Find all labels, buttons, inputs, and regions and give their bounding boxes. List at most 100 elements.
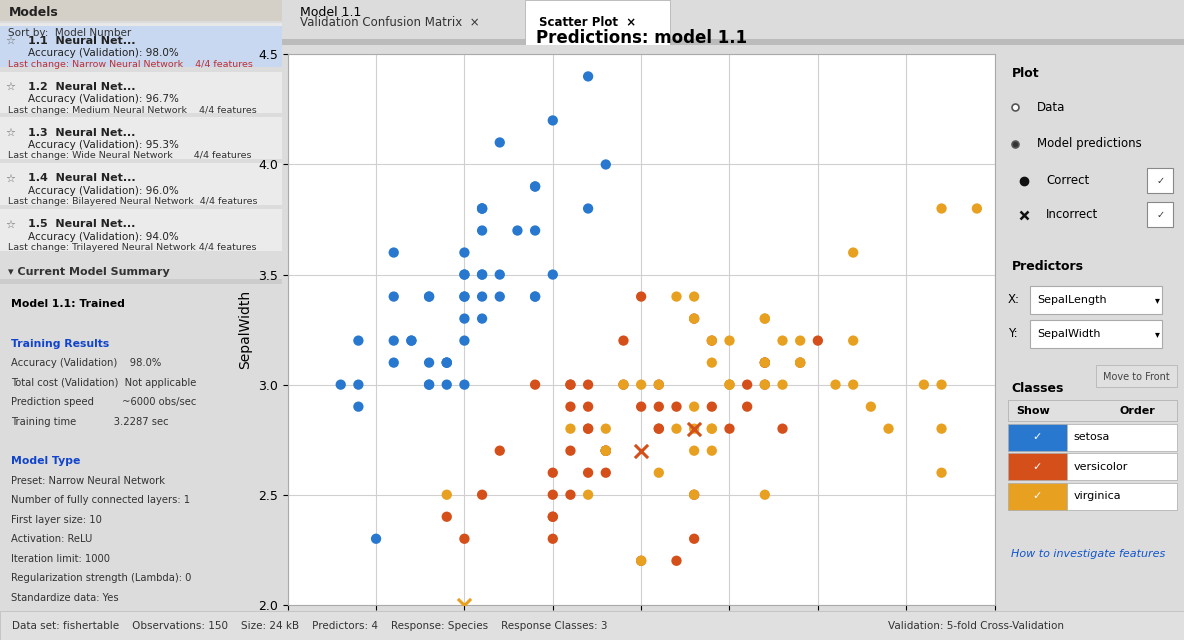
Point (401, 335, 420, 346)
Point (702, 358, 721, 368)
Text: Data: Data (1037, 100, 1066, 114)
Point (437, 511, 456, 522)
Point (702, 335, 721, 346)
Point (543, 534, 562, 544)
Text: 1.2  Neural Net...: 1.2 Neural Net... (28, 82, 136, 92)
FancyBboxPatch shape (1096, 365, 1177, 387)
Text: Activation: ReLU: Activation: ReLU (12, 534, 92, 544)
Text: Validation Confusion Matrix  ×: Validation Confusion Matrix × (300, 16, 480, 29)
Text: Show: Show (1017, 406, 1050, 416)
Text: Preset: Narrow Neural Network: Preset: Narrow Neural Network (12, 476, 166, 486)
Point (472, 314, 491, 324)
Point (597, 445, 616, 456)
Point (773, 380, 792, 390)
Point (437, 358, 456, 368)
Point (667, 401, 686, 412)
Bar (1008, 483, 1067, 510)
Text: First layer size: 10: First layer size: 10 (12, 515, 102, 525)
Point (419, 291, 438, 301)
Text: Accuracy (Validation): 95.3%: Accuracy (Validation): 95.3% (28, 140, 179, 150)
Point (932, 468, 951, 478)
Bar (1008, 400, 1177, 422)
Text: ✓: ✓ (1156, 176, 1164, 186)
Point (561, 424, 580, 434)
Bar (0, 72, 282, 113)
Point (632, 380, 651, 390)
Text: Accuracy (Validation): 98.0%: Accuracy (Validation): 98.0% (28, 48, 179, 58)
Point (472, 225, 491, 236)
Text: X:: X: (1008, 293, 1019, 306)
Point (932, 424, 951, 434)
Point (667, 556, 686, 566)
Text: Accuracy (Validation)    98.0%: Accuracy (Validation) 98.0% (12, 358, 161, 368)
Text: Accuracy (Validation): 94.0%: Accuracy (Validation): 94.0% (28, 232, 179, 241)
Point (419, 380, 438, 390)
Bar (0, 0, 282, 21)
Text: SepalLength: SepalLength (1037, 294, 1107, 305)
Point (597, 445, 616, 456)
Bar (1067, 453, 1177, 481)
Text: virginica: virginica (1074, 492, 1121, 501)
Bar (1147, 202, 1173, 227)
Text: versicolor: versicolor (1074, 462, 1128, 472)
Text: Validation: 5-fold Cross-Validation: Validation: 5-fold Cross-Validation (888, 621, 1064, 630)
Text: Predictors: Predictors (1011, 260, 1083, 273)
Point (702, 445, 721, 456)
Point (597, 445, 616, 456)
Bar (1008, 453, 1067, 481)
Text: Last change: Medium Neural Network    4/4 features: Last change: Medium Neural Network 4/4 f… (8, 106, 257, 115)
Point (649, 424, 668, 434)
Point (632, 291, 651, 301)
Point (597, 468, 616, 478)
Point (455, 291, 474, 301)
Bar (0, 26, 282, 67)
Text: Model Type: Model Type (12, 456, 81, 466)
Point (597, 445, 616, 456)
Point (526, 380, 545, 390)
Text: Incorrect: Incorrect (1047, 208, 1099, 221)
Point (455, 314, 474, 324)
Point (632, 556, 651, 566)
Point (401, 335, 420, 346)
Bar (1067, 483, 1177, 510)
Y-axis label: SepalWidth: SepalWidth (238, 290, 252, 369)
Text: Training Results: Training Results (12, 339, 110, 349)
Point (508, 225, 527, 236)
Text: ▾: ▾ (1154, 294, 1159, 305)
Point (684, 490, 703, 500)
Point (649, 380, 668, 390)
Text: Order: Order (1120, 406, 1156, 416)
Point (755, 358, 774, 368)
Point (472, 269, 491, 280)
Text: Plot: Plot (1011, 67, 1040, 81)
Point (579, 490, 598, 500)
Text: Model predictions: Model predictions (1037, 138, 1141, 150)
Point (455, 380, 474, 390)
Point (773, 424, 792, 434)
Text: Last change: Trilayered Neural Network 4/4 features: Last change: Trilayered Neural Network 4… (8, 243, 257, 252)
Text: ▾ Current Model Summary: ▾ Current Model Summary (8, 267, 170, 277)
Point (579, 468, 598, 478)
Point (755, 358, 774, 368)
Point (826, 380, 845, 390)
Point (791, 358, 810, 368)
Point (579, 380, 598, 390)
Text: Accuracy (Validation): 96.7%: Accuracy (Validation): 96.7% (28, 94, 179, 104)
Point (755, 490, 774, 500)
Point (597, 424, 616, 434)
Text: Sort by:  Model Number: Sort by: Model Number (8, 28, 131, 38)
Point (579, 401, 598, 412)
Point (526, 291, 545, 301)
Bar (1008, 424, 1067, 451)
Point (684, 314, 703, 324)
Point (632, 445, 651, 456)
Point (543, 468, 562, 478)
Point (702, 424, 721, 434)
Point (437, 358, 456, 368)
Point (419, 380, 438, 390)
Point (472, 204, 491, 214)
Point (649, 424, 668, 434)
Bar (1067, 424, 1177, 451)
Point (349, 335, 368, 346)
Point (332, 380, 350, 390)
